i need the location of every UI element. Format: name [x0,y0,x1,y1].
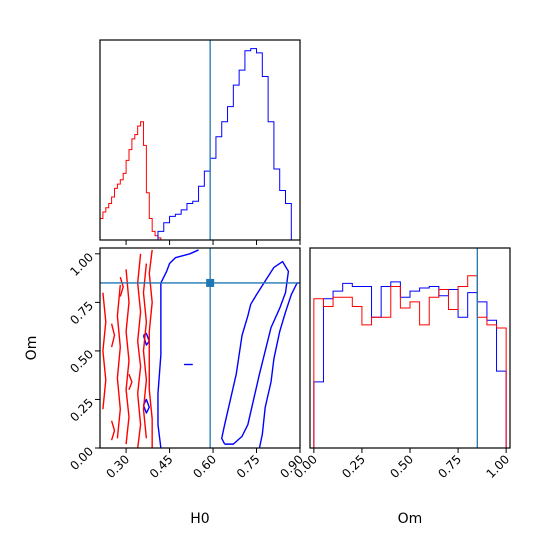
contour-line-10 [116,284,121,439]
contour-group [100,248,300,448]
contour-line-8 [136,253,142,448]
contour-line-4 [142,398,150,414]
contour-line-6 [148,249,153,448]
om-histogram-x-tick-label: 0.50 [387,452,416,481]
contour-line-2 [157,249,199,448]
contour-line-12 [110,323,116,348]
contour-line-1 [258,282,300,448]
contour-y-tick-label: 0.25 [67,396,96,425]
om-histogram-x-tick-label: 0.75 [435,452,464,481]
om-histogram-x-tick-label: 0.25 [339,452,368,481]
contour-line-0 [221,260,290,445]
contour-y-tick-label: 0.00 [67,444,96,473]
h0-histogram-series-0 [100,121,164,240]
contour-y-tick-label: 1.00 [67,250,96,279]
contour-y-tick-label: 0.50 [67,347,96,376]
contour-x-tick-label: 0.30 [103,452,132,481]
h0-histogram-group [100,40,298,240]
contour-line-11 [102,292,107,410]
truth-marker [206,278,215,287]
contour-y-tick-label: 0.75 [67,299,96,328]
y-axis-label-om: Om [24,336,40,361]
h0-histogram-series-1 [157,48,298,240]
om-histogram-x-tick-label: 1.00 [483,452,512,481]
contour-line-14 [119,276,124,297]
contour-x-tick-label: 0.60 [190,452,219,481]
contour-x-tick-label: 0.45 [147,452,176,481]
om-histogram-group [313,248,507,448]
contour-x-tick-label: 0.75 [234,452,263,481]
contour-line-15 [110,420,116,441]
x-axis-label-h0: H0 [190,511,209,527]
contour-line-7 [142,263,148,439]
h0-histogram-frame [99,39,301,241]
contour-panel-frame [99,247,301,449]
contour-line-9 [125,269,130,445]
contour-line-13 [128,373,133,390]
x-axis-label-om: Om [398,511,423,527]
om-histogram-frame [309,247,511,449]
